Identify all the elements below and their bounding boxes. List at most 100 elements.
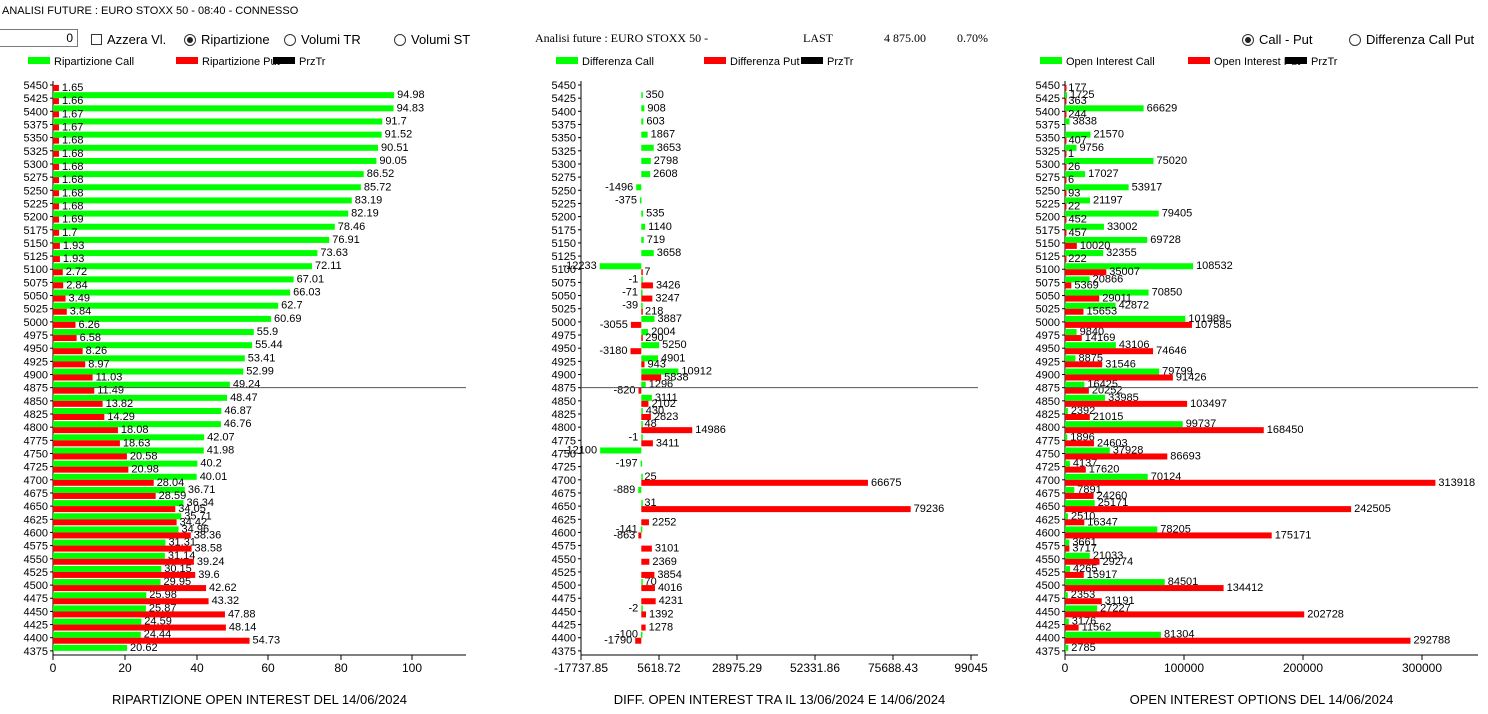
data-label: 11562 xyxy=(1082,622,1112,634)
data-label: 4901 xyxy=(661,352,685,364)
strike-label: 4400 xyxy=(552,633,576,645)
put-bar xyxy=(53,374,93,381)
radio-differenza[interactable]: Differenza Call Put xyxy=(1349,32,1474,47)
strike-label: 5250 xyxy=(24,185,48,197)
strike-label: 5025 xyxy=(24,304,48,316)
radio-dot-icon[interactable] xyxy=(184,33,196,46)
radio-dot-icon[interactable] xyxy=(1349,33,1361,46)
data-label: 33002 xyxy=(1107,221,1138,233)
strike-label: 4600 xyxy=(24,527,48,539)
data-label: 1.67 xyxy=(62,108,83,120)
put-bar xyxy=(1065,295,1100,302)
call-bar xyxy=(641,434,643,441)
put-bar xyxy=(1065,163,1067,170)
data-label: 22 xyxy=(1068,200,1080,212)
call-bar xyxy=(641,131,648,138)
strike-label: 5100 xyxy=(1036,264,1060,276)
call-bar xyxy=(53,421,221,428)
radio-volumi-tr-label: Volumi TR xyxy=(301,32,361,47)
strike-label: 5350 xyxy=(1036,133,1060,145)
call-bar xyxy=(1065,92,1068,99)
put-bar xyxy=(1065,335,1082,342)
call-bar xyxy=(1065,197,1091,204)
threshold-spinbox[interactable]: 0 xyxy=(0,29,78,47)
put-bar xyxy=(53,216,60,223)
strike-label: 4900 xyxy=(552,370,576,382)
call-bar xyxy=(53,184,361,191)
strike-label: 4850 xyxy=(552,396,576,408)
data-label: 3426 xyxy=(656,279,680,291)
call-bar xyxy=(1065,329,1077,336)
put-bar xyxy=(1065,427,1264,434)
radio-call-put[interactable]: Call - Put xyxy=(1242,32,1312,47)
data-label: 55.9 xyxy=(257,326,278,338)
put-bar xyxy=(53,163,60,170)
data-label: 452 xyxy=(1069,214,1087,226)
strike-label: 5450 xyxy=(24,80,48,92)
data-label: -12100 xyxy=(563,444,597,456)
data-label: 9840 xyxy=(1080,326,1104,338)
call-bar xyxy=(53,447,204,454)
call-bar xyxy=(53,552,165,559)
call-bar xyxy=(641,92,643,99)
put-bar xyxy=(1065,585,1224,592)
put-bar xyxy=(1065,361,1103,368)
call-bar xyxy=(1065,408,1068,414)
azzera-checkbox[interactable]: Azzera Vl. xyxy=(91,32,166,47)
put-bar xyxy=(1065,400,1188,407)
data-label: 85.72 xyxy=(364,181,392,193)
checkbox-box[interactable] xyxy=(91,34,102,45)
put-bar xyxy=(1065,321,1192,328)
data-label: 26 xyxy=(1068,161,1080,173)
x-tick-label: 99045 xyxy=(954,661,988,675)
radio-ripartizione[interactable]: Ripartizione xyxy=(184,32,270,47)
strike-label: 5225 xyxy=(1036,198,1060,210)
data-label: -1790 xyxy=(604,635,632,647)
strike-label: 5025 xyxy=(552,304,576,316)
radio-dot-icon[interactable] xyxy=(394,33,406,46)
call-bar xyxy=(53,605,146,612)
radio-volumi-st[interactable]: Volumi ST xyxy=(394,32,470,47)
call-bar xyxy=(1065,539,1070,546)
chart-title: DIFF. OPEN INTEREST TRA IL 13/06/2024 E … xyxy=(614,692,945,707)
radio-volumi-tr[interactable]: Volumi TR xyxy=(284,32,361,47)
call-bar xyxy=(53,631,141,638)
data-label: 1.68 xyxy=(62,135,83,147)
x-tick-label: 5618.72 xyxy=(637,661,681,675)
data-label: 2369 xyxy=(652,556,676,568)
call-bar xyxy=(641,118,644,125)
x-tick-label: 100 xyxy=(402,661,422,675)
data-label: 18.63 xyxy=(123,437,151,449)
data-label: 20866 xyxy=(1093,273,1124,285)
strike-label: 5250 xyxy=(552,185,576,197)
strike-label: 5075 xyxy=(24,277,48,289)
data-label: 20.62 xyxy=(130,642,158,654)
put-bar xyxy=(1065,137,1067,144)
call-bar xyxy=(640,197,642,204)
data-label: -3180 xyxy=(599,345,627,357)
radio-ripartizione-label: Ripartizione xyxy=(201,32,270,47)
x-tick-label: 0 xyxy=(1062,661,1069,675)
put-bar xyxy=(53,440,120,447)
call-bar xyxy=(53,526,179,533)
radio-dot-icon[interactable] xyxy=(284,33,296,46)
put-bar xyxy=(641,440,653,447)
data-label: -100 xyxy=(616,629,638,641)
strike-label: 5425 xyxy=(24,93,48,105)
data-label: 1.93 xyxy=(63,253,84,265)
put-bar xyxy=(53,321,76,328)
put-bar xyxy=(53,124,59,131)
data-label: -1496 xyxy=(605,181,633,193)
radio-dot-icon[interactable] xyxy=(1242,33,1254,46)
call-bar xyxy=(641,276,643,283)
data-label: 48.14 xyxy=(229,622,257,634)
put-bar xyxy=(1065,98,1067,105)
put-bar xyxy=(1065,571,1084,578)
put-bar xyxy=(641,361,645,368)
put-bar xyxy=(1065,414,1090,420)
strike-label: 4650 xyxy=(1036,501,1060,513)
strike-label: 4525 xyxy=(1036,567,1060,579)
call-bar xyxy=(53,408,222,414)
data-label: 4231 xyxy=(659,595,683,607)
strike-label: 5050 xyxy=(552,291,576,303)
